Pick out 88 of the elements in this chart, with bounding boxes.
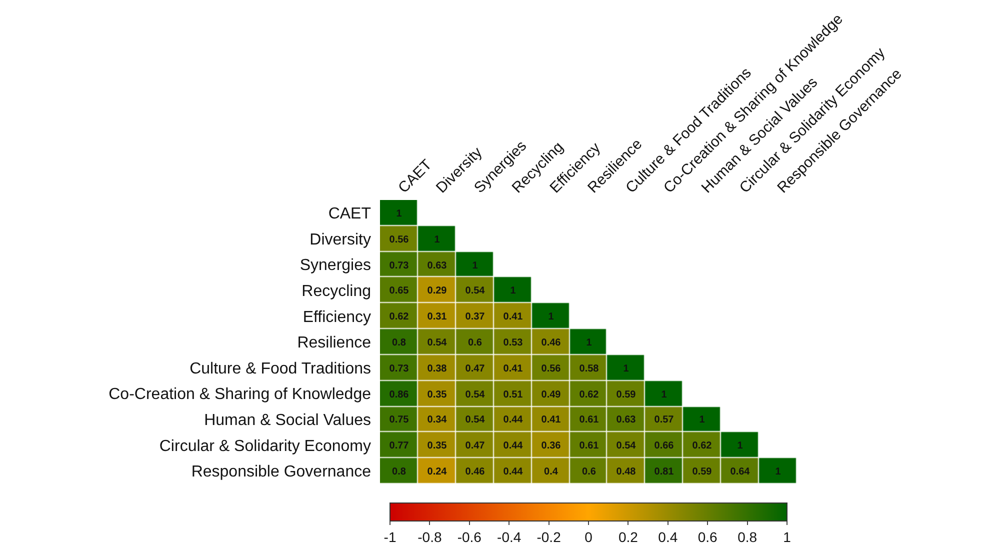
- color-bar-label: -0.2: [536, 528, 562, 544]
- data-label: 0.86: [389, 390, 410, 400]
- data-label: 0.63: [427, 260, 448, 272]
- color-bar-label: 1: [783, 528, 792, 544]
- data-label: 0.61: [579, 440, 600, 452]
- data-label: 0.34: [427, 414, 448, 426]
- data-label: 0.51: [503, 390, 524, 400]
- data-label: 1: [586, 338, 592, 348]
- y-tick-label: Human & Social Values: [204, 412, 371, 430]
- data-label: 1: [623, 364, 630, 374]
- y-tick-label: Recycling: [302, 282, 371, 300]
- data-label: 0.59: [692, 466, 712, 478]
- data-label: 0.65: [389, 286, 410, 296]
- data-label: 0.56: [541, 364, 562, 374]
- y-tick-label: Diversity: [310, 231, 371, 248]
- data-label: 0.57: [654, 414, 674, 426]
- data-label: 0.62: [579, 390, 600, 400]
- data-label: 0.41: [541, 414, 562, 426]
- data-label: 0.48: [616, 466, 636, 478]
- data-label: 0.54: [616, 440, 636, 452]
- y-tick-label: Co-Creation & Sharing of Knowledge: [108, 386, 372, 404]
- color-bar-label: 0.8: [738, 528, 758, 544]
- data-label: 0.47: [465, 364, 486, 374]
- data-label: 0.75: [389, 414, 410, 426]
- data-label: 0.73: [389, 260, 410, 272]
- data-label: 1: [510, 286, 516, 296]
- color-bar-label: -0.6: [457, 528, 482, 544]
- data-label: 1: [548, 312, 554, 322]
- data-label: 1: [472, 260, 478, 272]
- data-label: 0.46: [465, 466, 486, 478]
- data-label: 0.31: [427, 312, 448, 322]
- data-label: 0.4: [544, 466, 558, 478]
- data-label: 1: [434, 234, 440, 246]
- y-tick-label: Efficiency: [302, 308, 371, 326]
- data-label: 0.41: [503, 312, 524, 322]
- data-label: 1: [699, 414, 706, 426]
- data-label: 0.29: [427, 286, 448, 296]
- data-label: 0.73: [389, 364, 410, 374]
- color-bar-label: 0.6: [698, 528, 718, 544]
- data-label: 0.24: [427, 466, 448, 478]
- data-label: 0.64: [730, 466, 750, 478]
- data-label: 0.38: [427, 364, 448, 374]
- data-label: 0.44: [503, 414, 524, 426]
- data-label: 1: [661, 390, 668, 400]
- data-label: 0.62: [692, 440, 712, 452]
- data-label: 0.37: [465, 312, 486, 322]
- data-label: 0.63: [616, 414, 636, 426]
- y-tick-label: Resilience: [297, 334, 372, 352]
- data-label: 0.77: [389, 440, 410, 452]
- data-label: 0.6: [468, 338, 482, 348]
- data-label: 0.36: [541, 440, 562, 452]
- color-bar-label: 0.4: [658, 528, 678, 544]
- data-label: 0.35: [427, 390, 448, 400]
- data-label: 0.61: [579, 414, 600, 426]
- color-bar-label: 0: [584, 528, 593, 544]
- data-label: 0.8: [392, 338, 406, 348]
- data-label: 0.41: [503, 364, 524, 374]
- data-label: 0.54: [427, 338, 448, 348]
- y-tick-label: Culture & Food Traditions: [190, 360, 371, 378]
- y-tick-label: CAET: [328, 206, 372, 223]
- data-label: 0.53: [503, 338, 524, 348]
- data-label: 0.35: [427, 440, 448, 452]
- data-label: 0.8: [392, 466, 406, 478]
- data-label: 0.58: [579, 364, 600, 374]
- color-bar-label: -0.8: [418, 528, 442, 544]
- color-bar-label: -0.4: [497, 528, 522, 544]
- data-label: 0.66: [654, 440, 674, 452]
- data-label: 0.54: [465, 286, 486, 296]
- data-label: 0.54: [465, 414, 486, 426]
- data-label: 0.59: [616, 390, 636, 400]
- data-label: 0.44: [503, 466, 524, 478]
- y-tick-label: Synergies: [300, 257, 371, 274]
- color-bar-label: -1: [384, 528, 396, 544]
- data-label: 1: [775, 466, 782, 478]
- data-label: 0.56: [389, 234, 410, 246]
- data-label: 1: [737, 440, 744, 452]
- color-bar-label: 0.2: [618, 528, 638, 544]
- data-label: 1: [396, 208, 402, 220]
- data-label: 0.44: [503, 440, 524, 452]
- data-label: 0.62: [389, 312, 410, 322]
- data-label: 0.49: [541, 390, 562, 400]
- data-label: 0.47: [465, 440, 486, 452]
- y-tick-label: Responsible Governance: [191, 464, 372, 481]
- data-label: 0.46: [541, 338, 562, 348]
- data-label: 0.54: [465, 390, 486, 400]
- data-label: 0.81: [654, 466, 674, 478]
- y-tick-label: Circular & Solidarity Economy: [159, 438, 371, 455]
- data-label: 0.6: [582, 466, 596, 478]
